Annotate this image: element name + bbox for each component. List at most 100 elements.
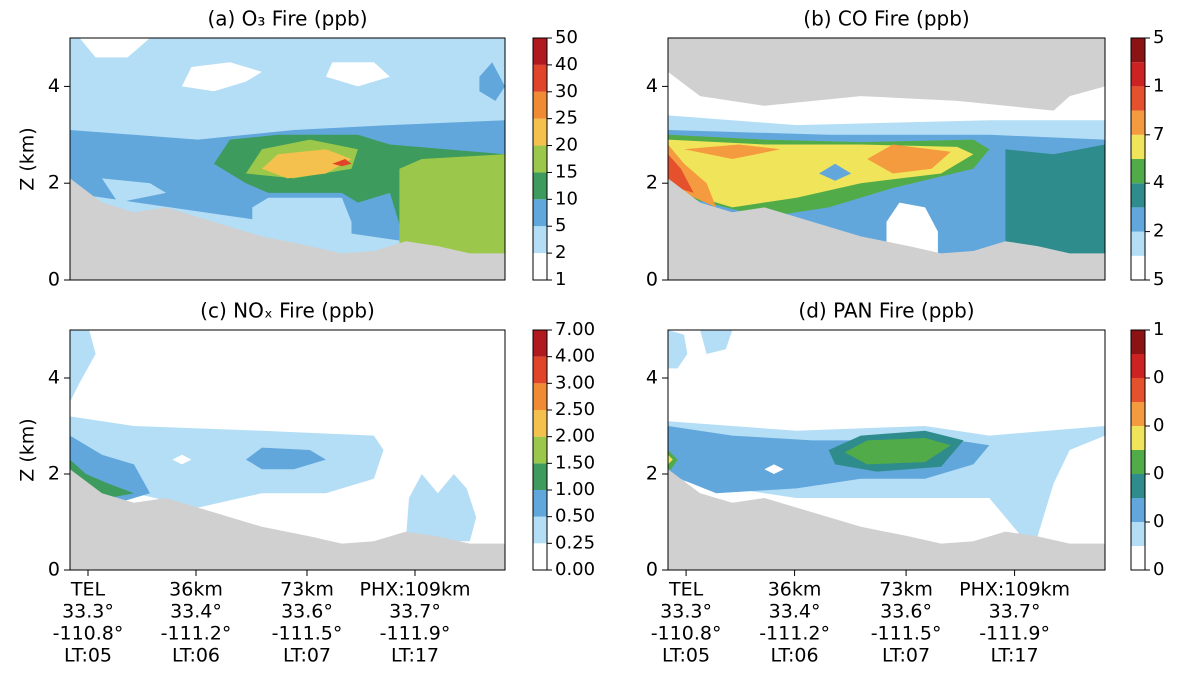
colorbar-band — [533, 543, 547, 570]
colorbar-tick-label: 5 — [1153, 269, 1164, 290]
x-tick-label: 36km — [768, 579, 822, 601]
colorbar-band — [533, 356, 547, 384]
y-tick-label: 0 — [48, 269, 60, 291]
y-axis-label: Z (km) — [17, 127, 39, 190]
contour-region — [668, 144, 717, 208]
y-tick-label: 0 — [646, 269, 658, 291]
colorbar-tick-label: 0 — [1153, 367, 1164, 388]
x-tick-sublabel: -111.2° — [161, 623, 232, 645]
x-tick-label: 73km — [879, 579, 933, 601]
x-tick-sublabel: LT:05 — [662, 645, 710, 667]
x-tick-sublabel: LT:05 — [64, 645, 112, 667]
x-tick-sublabel: LT:17 — [991, 645, 1039, 667]
colorbar-tick-label: 2 — [1153, 221, 1164, 242]
colorbar-band — [533, 253, 547, 280]
colorbar-band — [1131, 426, 1145, 450]
y-tick-label: 4 — [646, 75, 658, 97]
colorbar-tick-label: 1 — [1153, 75, 1164, 96]
contour-region — [332, 159, 352, 167]
colorbar-tick-label: 1.00 — [555, 479, 595, 500]
terrain — [668, 469, 1105, 570]
colorbar-band — [533, 38, 547, 65]
colorbar-band — [533, 64, 547, 92]
colorbar-tick-label: 30 — [555, 81, 578, 102]
plot-area — [668, 38, 1105, 280]
y-tick-label: 0 — [646, 559, 658, 581]
colorbar-band — [533, 436, 547, 464]
x-tick-sublabel: 33.7° — [389, 601, 441, 623]
colorbar-frame — [532, 329, 548, 571]
panel: (a) O₃ Fire (ppb)Z (km)02412510152025304… — [17, 7, 578, 291]
x-tick-label: 73km — [280, 579, 334, 601]
x-tick-sublabel: 33.6° — [880, 601, 932, 623]
x-tick-sublabel: -111.5° — [871, 623, 942, 645]
colorbar-tick-label: 1 — [1153, 319, 1164, 340]
colorbar-tick-label: 2.50 — [555, 399, 595, 420]
x-tick-sublabel: -111.5° — [272, 623, 343, 645]
colorbar-tick-label: 5 — [555, 215, 566, 236]
colorbar-tick-label: 20 — [555, 135, 578, 156]
colorbar-tick-label: 0.00 — [555, 559, 595, 580]
colorbar-band — [533, 145, 547, 173]
contour-region — [764, 464, 784, 474]
contour-region — [325, 62, 390, 87]
colorbar-band — [533, 410, 547, 437]
plot-area — [668, 330, 1105, 570]
plot-area — [70, 330, 505, 570]
x-tick-sublabel: -110.8° — [651, 623, 722, 645]
contour-region — [245, 447, 326, 470]
colorbar-tick-label: 0 — [1153, 463, 1164, 484]
colorbar-tick-label: 7 — [1153, 124, 1164, 145]
colorbar-band — [1131, 183, 1145, 208]
colorbar-tick-label: 0.25 — [555, 532, 595, 553]
contour-region — [886, 202, 938, 256]
colorbar-band — [1131, 231, 1145, 256]
colorbar-band — [1131, 402, 1145, 426]
x-tick-label: TEL — [70, 579, 106, 601]
colorbar-band — [1131, 546, 1145, 570]
contour-region — [684, 144, 781, 159]
panel: (b) CO Fire (ppb) 0 2 4 5 2 4 7 1 5 — [646, 7, 1165, 291]
panel-title: (a) O₃ Fire (ppb) — [207, 7, 367, 31]
colorbar-band — [533, 226, 547, 254]
contour-region — [668, 154, 694, 193]
colorbar-band — [1131, 498, 1145, 522]
colorbar-tick-label: 0 — [1153, 415, 1164, 436]
x-tick-label: TEL — [668, 579, 704, 601]
colorbar-tick-label: 0.50 — [555, 506, 595, 527]
colorbar-band — [1131, 450, 1145, 474]
axes-frame — [69, 329, 506, 571]
colorbar-band — [533, 463, 547, 490]
colorbar-band — [1131, 330, 1145, 354]
contour-region — [261, 149, 352, 179]
contour-region — [867, 144, 951, 174]
colorbar-band — [1131, 86, 1145, 111]
y-tick-label: 2 — [48, 463, 60, 485]
colorbar-tick-label: 2 — [555, 242, 566, 263]
colorbar-tick-label: 2.00 — [555, 426, 595, 447]
panel-title: (c) NOₓ Fire (ppb) — [200, 299, 375, 323]
contour-region — [668, 454, 673, 465]
colorbar-tick-label: 5 — [1153, 27, 1164, 48]
colorbar-band — [533, 91, 547, 119]
x-tick-sublabel: 33.7° — [989, 601, 1041, 623]
x-tick-sublabel: LT:07 — [283, 645, 331, 667]
colorbar-band — [1131, 522, 1145, 546]
colorbar-tick-label: 4 — [1153, 172, 1164, 193]
colorbar-band — [533, 383, 547, 410]
colorbar-band — [533, 330, 547, 357]
x-tick-label: 36km — [169, 579, 223, 601]
y-tick-label: 2 — [48, 172, 60, 194]
contour-region — [668, 330, 688, 369]
contour-region — [181, 62, 262, 92]
x-tick-sublabel: 33.3° — [660, 601, 712, 623]
panel-title: (d) PAN Fire (ppb) — [798, 299, 974, 323]
colorbar-frame — [532, 37, 548, 281]
colorbar-tick-label: 3.00 — [555, 372, 595, 393]
terrain — [70, 469, 505, 570]
colorbar-band — [1131, 38, 1145, 63]
colorbar-tick-label: 25 — [555, 108, 578, 129]
colorbar-band — [1131, 474, 1145, 498]
colorbar-tick-label: 15 — [555, 161, 578, 182]
